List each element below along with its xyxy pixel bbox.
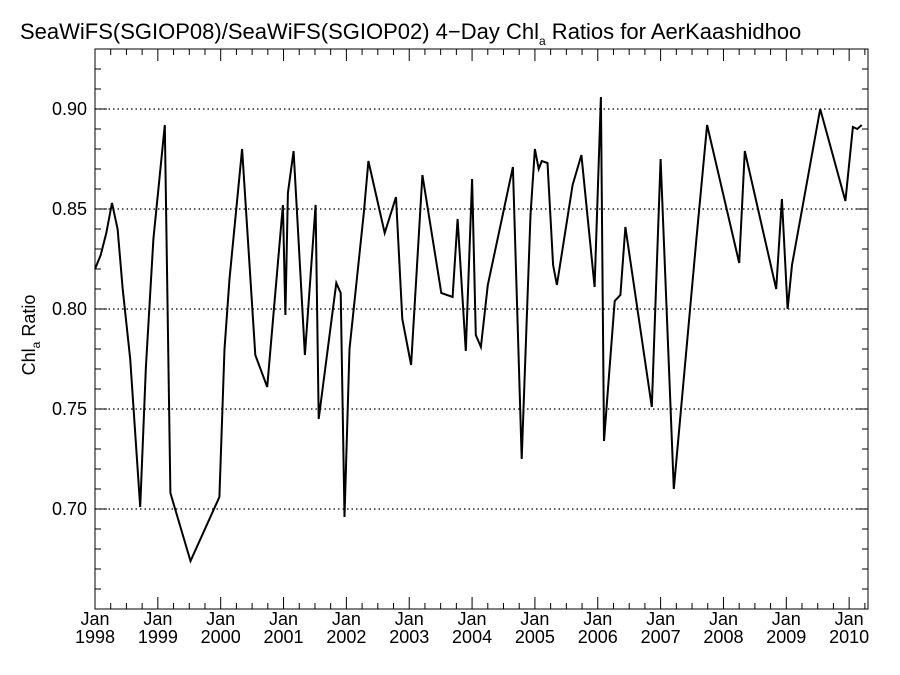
x-tick-year: 1999 bbox=[138, 627, 178, 647]
x-tick-month: Jan bbox=[143, 609, 172, 629]
x-tick-labels: Jan1998Jan1999Jan2000Jan2001Jan2002Jan20… bbox=[75, 609, 869, 647]
x-tick-year: 2001 bbox=[264, 627, 304, 647]
plot-frame bbox=[94, 48, 869, 610]
x-tick-year: 2003 bbox=[389, 627, 429, 647]
x-tick-month: Jan bbox=[332, 609, 361, 629]
x-tick-year: 2006 bbox=[578, 627, 618, 647]
y-tick-label: 0.90 bbox=[52, 99, 87, 119]
series-group bbox=[94, 96, 863, 564]
x-tick-month: Jan bbox=[80, 609, 109, 629]
x-tick-year: 2009 bbox=[766, 627, 806, 647]
x-tick-year: 2007 bbox=[641, 627, 681, 647]
x-tick-month: Jan bbox=[583, 609, 612, 629]
y-axis-label: Chla Ratio bbox=[19, 295, 43, 376]
x-tick-year: 1998 bbox=[75, 627, 115, 647]
y-tick-label: 0.80 bbox=[52, 299, 87, 319]
x-tick-month: Jan bbox=[709, 609, 738, 629]
x-tick-year: 2000 bbox=[201, 627, 241, 647]
x-tick-month: Jan bbox=[206, 609, 235, 629]
y-tick-label: 0.85 bbox=[52, 199, 87, 219]
y-tick-label: 0.70 bbox=[52, 499, 87, 519]
gridlines bbox=[95, 108, 868, 510]
x-tick-month: Jan bbox=[835, 609, 864, 629]
chart-title: SeaWiFS(SGIOP08)/SeaWiFS(SGIOP02) 4−Day … bbox=[20, 19, 801, 48]
x-tick-year: 2004 bbox=[452, 627, 492, 647]
x-tick-month: Jan bbox=[458, 609, 487, 629]
x-tick-month: Jan bbox=[269, 609, 298, 629]
axis-ticks bbox=[94, 49, 868, 609]
y-tick-labels: 0.70 0.75 0.80 0.85 0.90 bbox=[52, 99, 87, 519]
y-tick-label: 0.75 bbox=[52, 399, 87, 419]
series-line bbox=[94, 96, 863, 564]
x-tick-month: Jan bbox=[772, 609, 801, 629]
x-tick-year: 2002 bbox=[326, 627, 366, 647]
x-tick-month: Jan bbox=[395, 609, 424, 629]
x-tick-month: Jan bbox=[646, 609, 675, 629]
x-tick-month: Jan bbox=[520, 609, 549, 629]
x-tick-year: 2008 bbox=[703, 627, 743, 647]
x-tick-year: 2010 bbox=[829, 627, 869, 647]
x-tick-year: 2005 bbox=[515, 627, 555, 647]
